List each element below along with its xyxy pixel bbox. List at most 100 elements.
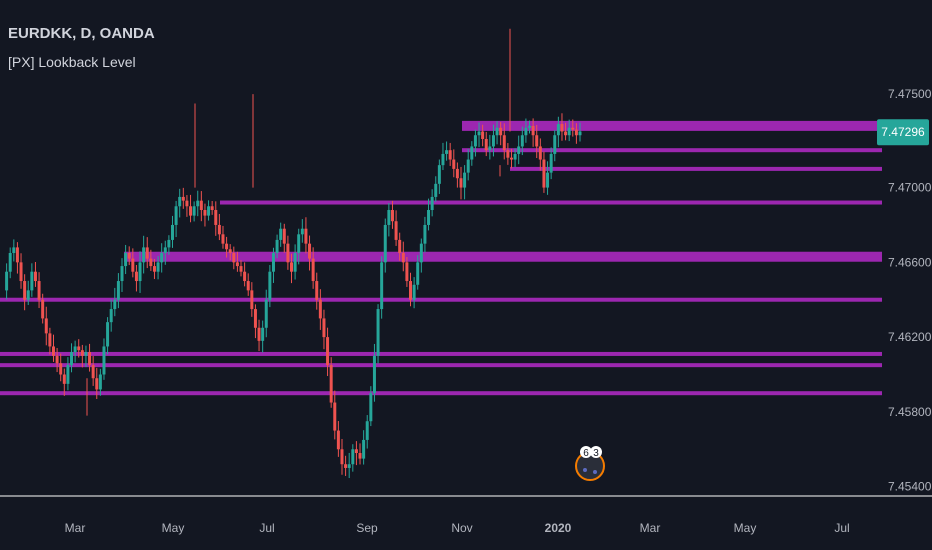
candle-body[interactable] (347, 464, 351, 468)
candle-body[interactable] (387, 210, 391, 225)
candle-body[interactable] (98, 374, 102, 390)
candle-body[interactable] (329, 365, 333, 403)
candle-body[interactable] (8, 253, 12, 272)
candle-body[interactable] (502, 135, 506, 151)
candle-body[interactable] (427, 210, 431, 225)
lookback-level-line[interactable] (220, 200, 882, 205)
candle-body[interactable] (131, 258, 135, 272)
candle-body[interactable] (48, 333, 52, 347)
lookback-level-line[interactable] (0, 391, 882, 396)
candle-body[interactable] (293, 253, 297, 272)
candle-body[interactable] (196, 200, 200, 207)
candle-body[interactable] (419, 243, 423, 263)
candle-body[interactable] (51, 346, 55, 356)
candle-body[interactable] (553, 135, 557, 154)
candle-body[interactable] (149, 258, 153, 267)
candle-body[interactable] (484, 138, 488, 151)
candle-body[interactable] (160, 253, 164, 263)
candle-body[interactable] (225, 243, 229, 250)
candle-body[interactable] (88, 352, 92, 366)
candle-body[interactable] (308, 243, 312, 259)
candle-body[interactable] (434, 183, 438, 197)
candle-body[interactable] (26, 290, 30, 300)
candle-body[interactable] (33, 271, 37, 282)
candle-body[interactable] (138, 262, 142, 282)
candle-body[interactable] (430, 196, 434, 211)
candle-body[interactable] (344, 464, 348, 468)
candle-body[interactable] (23, 281, 27, 300)
lookback-level-line[interactable] (0, 351, 882, 356)
candle-body[interactable] (481, 131, 485, 139)
candle-body[interactable] (235, 262, 239, 267)
candle-body[interactable] (167, 239, 171, 248)
candle-body[interactable] (116, 281, 120, 300)
candle-body[interactable] (578, 131, 582, 136)
candle-body[interactable] (189, 206, 193, 216)
candle-body[interactable] (398, 239, 402, 253)
candle-body[interactable] (354, 449, 358, 454)
candle-body[interactable] (376, 309, 380, 356)
candle-body[interactable] (12, 247, 16, 253)
candle-body[interactable] (271, 253, 275, 272)
candle-body[interactable] (243, 271, 247, 282)
candle-body[interactable] (470, 146, 474, 160)
lookback-level-line[interactable] (0, 297, 882, 302)
candle-body[interactable] (473, 135, 477, 147)
candle-body[interactable] (380, 262, 384, 310)
candle-body[interactable] (369, 393, 373, 422)
candle-body[interactable] (452, 159, 456, 169)
candle-body[interactable] (488, 146, 492, 151)
candle-body[interactable] (228, 249, 232, 253)
candle-body[interactable] (15, 247, 19, 263)
candle-body[interactable] (322, 318, 326, 338)
candle-body[interactable] (250, 290, 254, 310)
candle-body[interactable] (282, 228, 286, 244)
candle-body[interactable] (409, 281, 413, 300)
candle-body[interactable] (499, 127, 503, 136)
candle-body[interactable] (203, 210, 207, 216)
candle-body[interactable] (127, 253, 131, 259)
candle-body[interactable] (286, 243, 290, 263)
candle-body[interactable] (326, 337, 330, 366)
candle-body[interactable] (362, 439, 366, 459)
candle-body[interactable] (531, 125, 535, 136)
candle-body[interactable] (315, 281, 319, 300)
candle-body[interactable] (253, 309, 257, 328)
candle-body[interactable] (214, 210, 218, 225)
candle-body[interactable] (524, 127, 528, 136)
candle-body[interactable] (477, 131, 481, 136)
candle-body[interactable] (41, 299, 45, 319)
candle-body[interactable] (441, 153, 445, 166)
candle-body[interactable] (221, 234, 225, 244)
candle-body[interactable] (109, 309, 113, 323)
candle-body[interactable] (509, 157, 513, 160)
candle-body[interactable] (134, 271, 138, 282)
candle-body[interactable] (528, 125, 532, 128)
candle-body[interactable] (517, 146, 521, 154)
candle-body[interactable] (192, 206, 196, 216)
candle-body[interactable] (423, 224, 427, 244)
candle-body[interactable] (59, 363, 63, 375)
candle-body[interactable] (124, 253, 128, 267)
candle-body[interactable] (264, 299, 268, 328)
candle-body[interactable] (80, 350, 84, 356)
candle-body[interactable] (574, 129, 578, 136)
candle-body[interactable] (520, 135, 524, 147)
candle-body[interactable] (5, 271, 9, 291)
candle-body[interactable] (120, 266, 124, 282)
lookback-level-line[interactable] (462, 148, 882, 153)
candle-body[interactable] (358, 453, 362, 459)
candle-body[interactable] (44, 318, 48, 334)
candle-body[interactable] (102, 346, 106, 375)
candle-body[interactable] (351, 449, 355, 465)
candle-body[interactable] (448, 150, 452, 160)
candle-body[interactable] (390, 210, 394, 222)
candle-body[interactable] (412, 284, 416, 300)
candle-body[interactable] (491, 135, 495, 147)
lookback-level-line[interactable] (0, 363, 882, 368)
candle-body[interactable] (564, 131, 568, 136)
candle-body[interactable] (178, 196, 182, 207)
candle-body[interactable] (19, 262, 23, 282)
candle-body[interactable] (232, 253, 236, 263)
